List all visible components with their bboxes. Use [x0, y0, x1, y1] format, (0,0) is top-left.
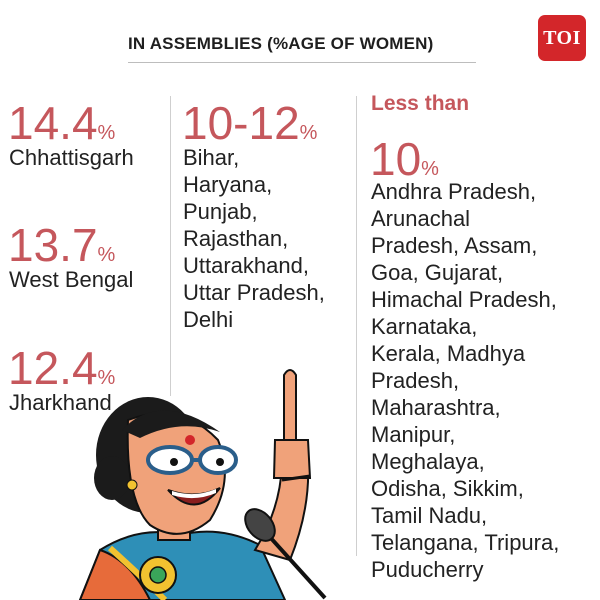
stat-under-10-value: 10% [370, 136, 439, 192]
stat-value: 13.7 [8, 219, 98, 271]
stat-jharkhand-value: 12.4% [8, 345, 115, 401]
stat-chhattisgarh-label: Chhattisgarh [9, 145, 134, 170]
stat-jharkhand-label: Jharkhand [9, 390, 112, 415]
stat-west-bengal-label: West Bengal [9, 267, 134, 292]
column-divider-1 [170, 96, 171, 396]
stat-unit: % [421, 158, 439, 180]
stat-value: 14.4 [8, 97, 98, 149]
stat-unit: % [97, 367, 116, 389]
stat-value: 12.4 [8, 342, 98, 394]
title-underline [128, 62, 476, 63]
stat-under-10-states: Andhra Pradesh, Arunachal Pradesh, Assam… [371, 179, 560, 582]
stat-unit: % [97, 244, 116, 266]
stat-unit: % [97, 122, 116, 144]
stat-west-bengal-value: 13.7% [8, 222, 115, 278]
stat-value: 10-12 [182, 97, 300, 149]
toi-logo[interactable]: TOI [538, 15, 586, 61]
stat-chhattisgarh-value: 14.4% [8, 100, 115, 156]
stat-10-12-states: Bihar, Haryana, Punjab, Rajasthan, Uttar… [183, 145, 325, 332]
stat-value: 10 [370, 133, 422, 185]
page-title: IN ASSEMBLIES (%AGE OF WOMEN) [128, 34, 434, 53]
column-divider-2 [356, 96, 357, 556]
stat-unit: % [299, 122, 318, 144]
less-than-label: Less than [371, 92, 470, 115]
woman-politician-cartoon-icon [78, 369, 327, 600]
stat-10-12-value: 10-12% [182, 100, 317, 156]
